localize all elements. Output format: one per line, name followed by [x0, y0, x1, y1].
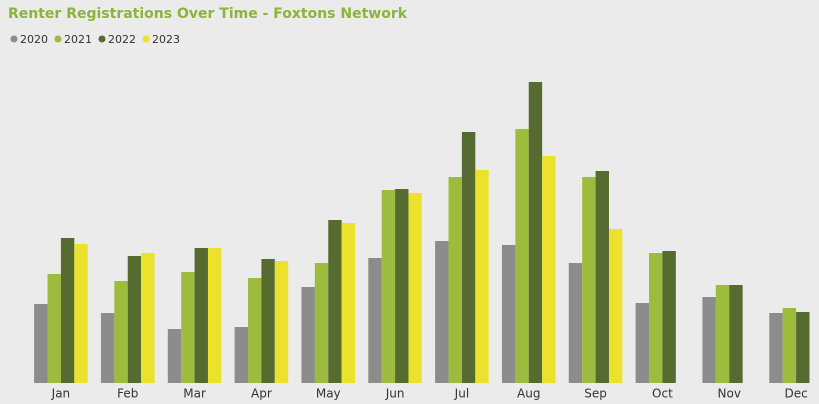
bar	[796, 312, 810, 383]
chart-title: Renter Registrations Over Time - Foxtons…	[8, 6, 408, 22]
x-tick-label: Dec	[784, 387, 807, 401]
bar	[328, 220, 342, 383]
x-tick-label: Jan	[51, 387, 71, 401]
x-tick-label: Aug	[517, 387, 540, 401]
bar	[542, 156, 556, 383]
legend-label: 2020	[20, 33, 48, 46]
bar	[582, 177, 596, 383]
bar	[635, 303, 650, 383]
bar	[395, 189, 409, 383]
bar	[368, 258, 382, 383]
legend-label: 2023	[152, 33, 180, 46]
bar	[475, 170, 489, 383]
bar	[782, 308, 797, 383]
bar	[34, 304, 48, 383]
x-tick-label: Apr	[251, 387, 272, 401]
bar	[435, 241, 449, 383]
bar	[608, 229, 623, 383]
bar	[341, 223, 356, 383]
x-tick-label: Jun	[385, 387, 405, 401]
bar	[141, 253, 155, 383]
bar	[662, 251, 676, 383]
bar	[301, 287, 315, 383]
bar	[568, 263, 583, 383]
bar	[127, 256, 142, 383]
bar	[181, 272, 195, 383]
bar	[261, 259, 275, 383]
x-tick-label: Sep	[584, 387, 607, 401]
bar	[60, 238, 75, 383]
bar	[528, 82, 543, 383]
bar	[207, 248, 222, 383]
bar	[114, 281, 128, 383]
bar	[194, 248, 208, 383]
legend-marker	[142, 35, 150, 43]
bar	[408, 193, 422, 383]
x-tick-label: Nov	[718, 387, 741, 401]
bar	[515, 129, 529, 383]
legend-marker	[10, 35, 18, 43]
x-tick-label: Jul	[454, 387, 469, 401]
bar	[167, 329, 182, 383]
legend-label: 2021	[64, 33, 92, 46]
legend-marker	[98, 35, 106, 43]
legend-marker	[54, 35, 62, 43]
bar	[595, 171, 609, 383]
bar	[729, 285, 743, 383]
bar	[100, 313, 115, 383]
bar	[769, 313, 783, 383]
bar	[702, 297, 716, 383]
bar	[234, 327, 249, 383]
bar	[649, 253, 663, 383]
x-tick-label: Oct	[652, 387, 673, 401]
bar	[248, 278, 262, 383]
bar	[461, 132, 476, 383]
bar	[448, 177, 462, 383]
bar	[501, 245, 516, 383]
bar	[274, 261, 289, 383]
x-tick-label: Feb	[117, 387, 138, 401]
bar	[74, 244, 88, 383]
x-tick-label: Mar	[183, 387, 206, 401]
bar	[381, 190, 396, 383]
bar	[47, 274, 61, 383]
bar	[715, 285, 730, 383]
bar	[314, 263, 329, 383]
x-tick-label: May	[316, 387, 341, 401]
legend-label: 2022	[108, 33, 136, 46]
